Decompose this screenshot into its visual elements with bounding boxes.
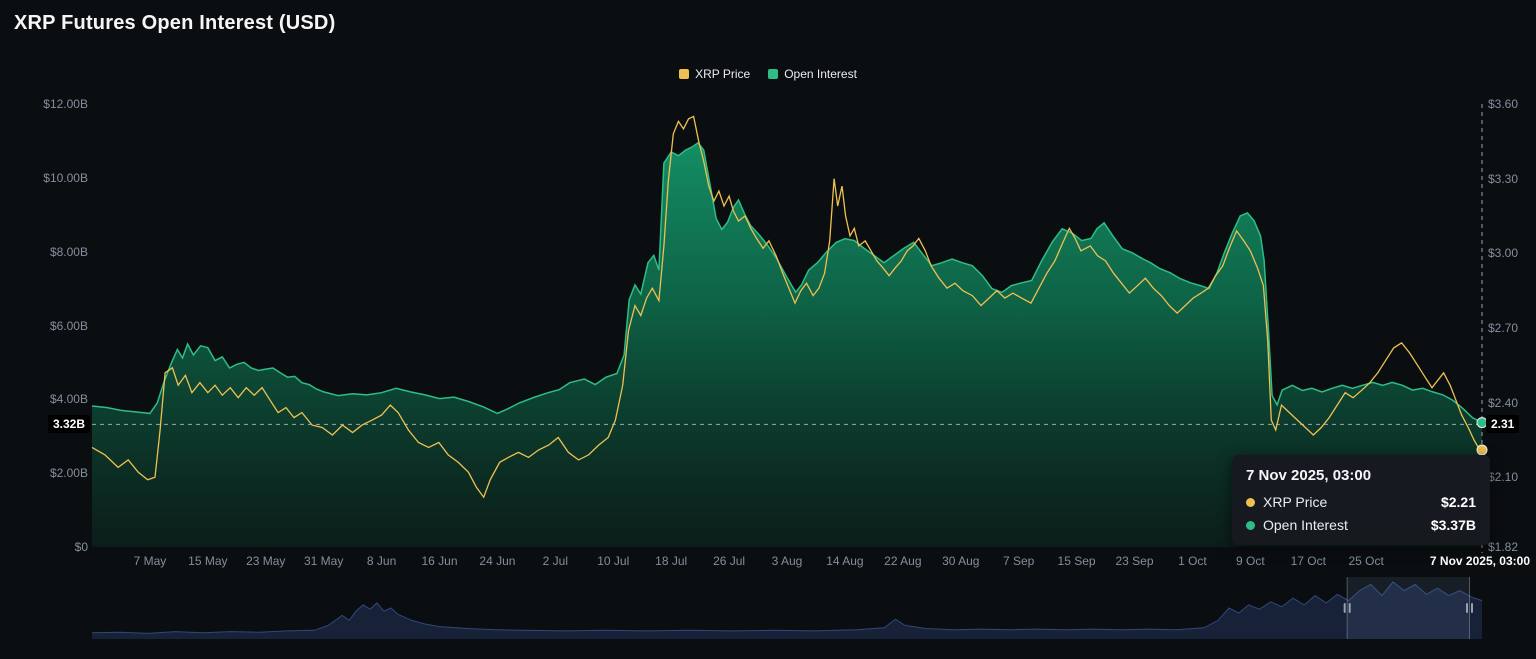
range-handle-right[interactable] bbox=[1470, 603, 1473, 613]
range-navigator[interactable] bbox=[91, 577, 1483, 639]
open-interest-area bbox=[92, 142, 1482, 548]
right-axis-tick-label: $3.60 bbox=[1488, 97, 1519, 111]
x-axis-tick-label: 26 Jul bbox=[713, 554, 746, 568]
minimap-line bbox=[91, 581, 1483, 634]
x-axis-tick-label: 7 Sep bbox=[1002, 554, 1035, 568]
x-axis-tick-label: 23 Sep bbox=[1115, 554, 1154, 568]
legend-label: XRP Price bbox=[695, 67, 751, 81]
x-axis-tick-label: 23 May bbox=[246, 554, 286, 568]
tooltip-row: Open Interest $3.37B bbox=[1246, 517, 1476, 533]
x-axis-tick-label: 15 May bbox=[188, 554, 228, 568]
open-interest-swatch-icon bbox=[768, 69, 779, 79]
left-axis: $12.00B $10.00B $8.00B $6.00B $4.00B $2.00B $0 bbox=[30, 0, 88, 659]
tooltip-value: $2.21 bbox=[1440, 494, 1476, 510]
crosshair-right-label: 2.31 bbox=[1486, 415, 1520, 434]
x-axis-tick-label: 3 Aug bbox=[771, 554, 803, 568]
tooltip-title: 7 Nov 2025, 03:00 bbox=[1246, 467, 1372, 484]
legend-item-xrp-price[interactable]: XRP Price bbox=[679, 67, 750, 81]
minimap-area bbox=[92, 582, 1482, 639]
crosshair-left-label: 3.32B bbox=[47, 415, 90, 434]
x-axis-tick-label: 9 Oct bbox=[1235, 554, 1265, 568]
range-handle-right[interactable] bbox=[1465, 603, 1468, 613]
left-axis-tick-label: $2.00B bbox=[49, 466, 88, 481]
x-axis-tick-label: 17 Oct bbox=[1290, 554, 1326, 568]
right-axis: $3.60 $3.30 $3.00 $2.70 $2.40 $2.10 $1.82 bbox=[1488, 0, 1534, 659]
tooltip-label: XRP Price bbox=[1263, 494, 1328, 510]
xrp-price-marker-dot bbox=[1476, 444, 1488, 456]
tooltip-row: XRP Price $2.21 bbox=[1246, 494, 1476, 510]
tooltip: 7 Nov 2025, 03:00 XRP Price $2.21 Open I… bbox=[1232, 455, 1490, 545]
left-axis-tick-label: $12.00B bbox=[43, 97, 88, 111]
x-axis-tick-label: 8 Jun bbox=[366, 554, 397, 568]
x-axis: 7 May 15 May 23 May 31 May 8 Jun 16 Jun 24 Jun… bbox=[0, 554, 1536, 572]
tooltip-value: $3.37B bbox=[1430, 517, 1476, 533]
x-axis-tick-label: 24 Jun bbox=[479, 554, 516, 568]
right-axis-tick-label: $2.70 bbox=[1488, 320, 1519, 335]
legend-label: Open Interest bbox=[784, 67, 857, 81]
range-handle-left[interactable] bbox=[1348, 603, 1351, 613]
page-title: XRP Futures Open Interest (USD) bbox=[14, 12, 336, 34]
x-axis-tick-label: 1 Oct bbox=[1178, 554, 1207, 568]
range-selection[interactable] bbox=[1347, 577, 1470, 639]
left-axis-tick-label: $6.00B bbox=[49, 318, 88, 333]
right-axis-tick-label: $3.00 bbox=[1488, 246, 1519, 261]
right-axis-tick-label: $2.10 bbox=[1488, 470, 1519, 485]
x-axis-tick-label: 14 Aug bbox=[826, 554, 864, 568]
x-axis-tick-label: 2 Jul bbox=[542, 554, 569, 568]
open-interest-line bbox=[91, 141, 1483, 424]
x-axis-tick-label: 30 Aug bbox=[942, 554, 980, 568]
x-axis-tick-label: 22 Aug bbox=[884, 554, 922, 568]
legend: XRP Price Open Interest bbox=[0, 67, 1536, 81]
xrp-price-line bbox=[91, 115, 1481, 499]
right-axis-tick-label: $3.30 bbox=[1488, 171, 1519, 186]
left-axis-tick-label: $4.00B bbox=[49, 392, 88, 407]
crosshair-x-label: 7 Nov 2025, 03:00 bbox=[1425, 553, 1534, 569]
x-axis-tick-label: 16 Jun bbox=[421, 554, 458, 568]
left-axis-tick-label: $8.00B bbox=[49, 244, 88, 259]
x-axis-tick-label: 10 Jul bbox=[597, 554, 630, 568]
left-axis-tick-label: $0 bbox=[74, 540, 88, 554]
x-axis-tick-label: 31 May bbox=[303, 554, 344, 568]
xrp-price-swatch-icon bbox=[679, 69, 690, 79]
x-axis-tick-label: 7 May bbox=[133, 554, 167, 568]
x-axis-tick-label: 25 Oct bbox=[1348, 554, 1384, 568]
right-axis-tick-label: $1.82 bbox=[1488, 540, 1519, 554]
open-interest-dot-icon bbox=[1246, 520, 1255, 530]
legend-item-open-interest[interactable]: Open Interest bbox=[768, 67, 857, 81]
tooltip-label: Open Interest bbox=[1263, 517, 1348, 533]
xrp-price-dot-icon bbox=[1246, 497, 1255, 507]
x-axis-tick-label: 18 Jul bbox=[655, 554, 688, 568]
right-axis-tick-label: $2.40 bbox=[1488, 395, 1519, 410]
range-handle-left[interactable] bbox=[1343, 603, 1346, 613]
left-axis-tick-label: $10.00B bbox=[43, 170, 88, 185]
x-axis-tick-label: 15 Sep bbox=[1057, 554, 1096, 568]
